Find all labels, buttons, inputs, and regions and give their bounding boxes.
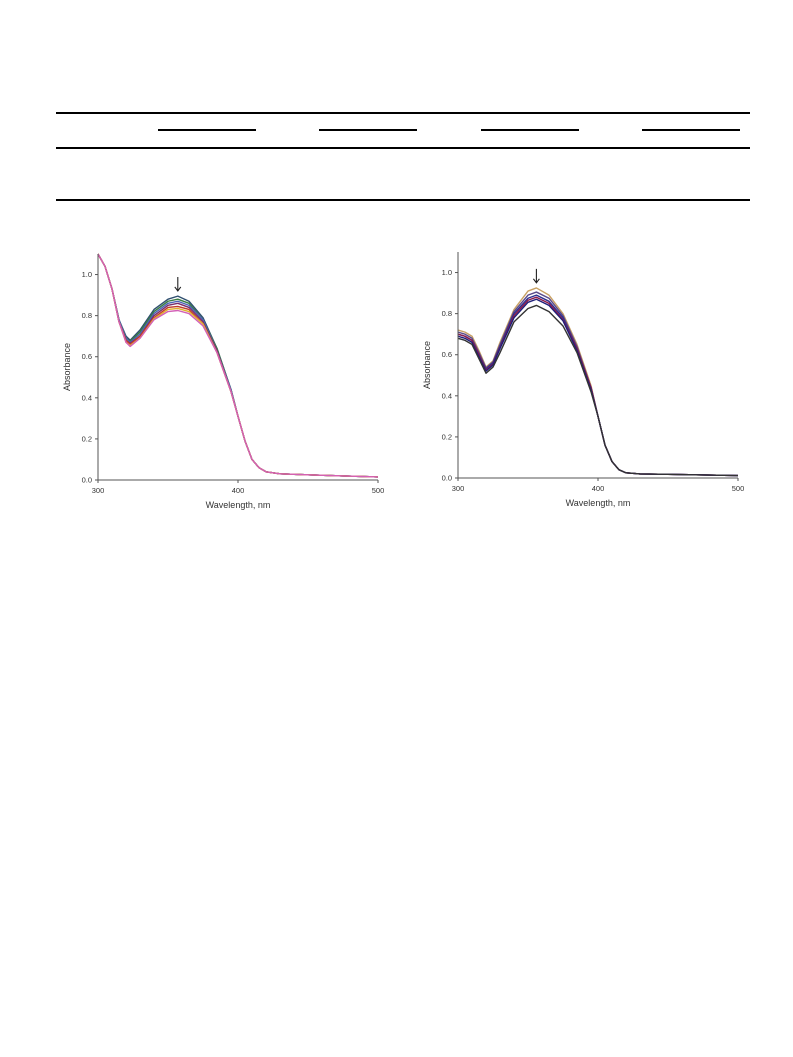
x-tick-label: 400 [592,484,605,493]
x-tick-label: 500 [372,486,385,495]
table-column-group-rule [158,129,256,131]
spectrum-series-line [97,253,379,478]
absorbance-chart-right: 300 400 500 0.0 0.2 0.4 0.6 0.8 1.0 Wavelength, … [422,252,745,508]
spectrum-series-line [97,253,379,478]
y-tick-label: 1.0 [442,268,452,277]
y-tick-label: 0.4 [82,393,92,402]
x-tick-label: 300 [452,484,465,493]
table-column-group-rule [642,129,740,131]
x-tick-label: 400 [232,486,245,495]
y-tick-label: 0.8 [442,309,452,318]
peak-arrow-annotation [174,276,182,292]
x-axis-label: Wavelength, nm [566,498,631,508]
y-axis-label: Absorbance [62,343,72,391]
y-axis-label: Absorbance [422,341,432,389]
y-tick-label: 0.2 [442,432,452,441]
spectrum-series-line [97,253,379,478]
y-tick-label: 0.6 [442,350,452,359]
x-axis-label: Wavelength, nm [206,500,271,510]
x-tick-label: 500 [732,484,745,493]
spectrum-series-line [97,253,379,478]
y-tick-label: 0.0 [442,474,452,483]
table-top-rule [56,112,750,114]
spectrum-series-line [97,253,379,478]
spectrum-series-line [457,294,739,477]
absorbance-chart-left: 300 400 500 0.0 0.2 0.4 0.6 0.8 1.0 Wavelength, … [62,253,385,510]
spectrum-series-line [97,253,379,478]
peak-arrow-annotation [532,268,540,284]
y-tick-label: 0.6 [82,352,92,361]
table-header-rule [56,147,750,149]
spectrum-series-line [457,298,739,477]
y-tick-label: 0.4 [442,391,452,400]
x-tick-label: 300 [92,486,105,495]
y-tick-label: 0.8 [82,311,92,320]
spectrum-series-line [457,296,739,477]
table-bottom-rule [56,199,750,201]
spectrum-series-line [457,291,739,477]
y-tick-label: 0.0 [82,476,92,485]
table-column-group-rule [481,129,579,131]
spectrum-series-line [457,287,739,477]
spectrum-series-line [97,253,379,478]
table-column-group-rule [319,129,417,131]
spectrum-series-line [457,304,739,477]
y-tick-label: 0.2 [82,434,92,443]
y-tick-label: 1.0 [82,270,92,279]
